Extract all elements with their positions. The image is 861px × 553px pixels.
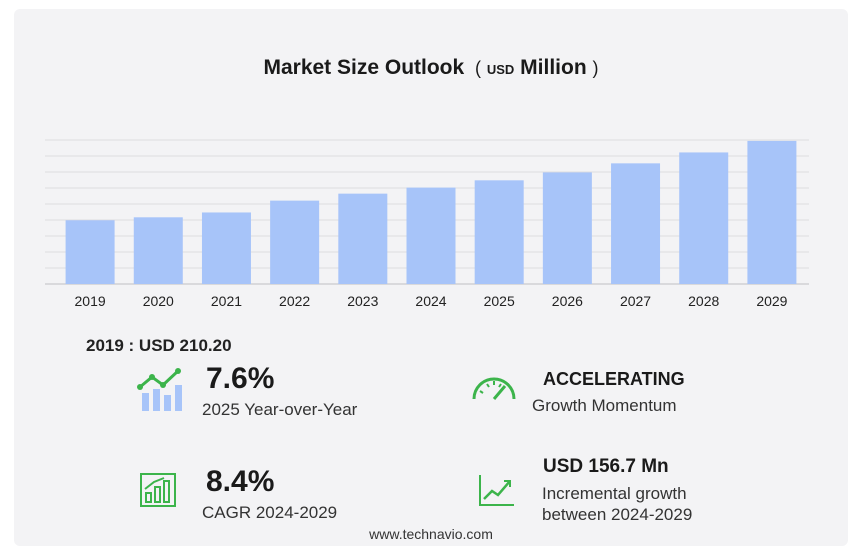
baseline-value: 2019 : USD 210.20: [86, 336, 232, 355]
incremental-label-1: Incremental growth: [542, 484, 687, 503]
bar-2019: [65, 220, 115, 284]
source-footer: www.technavio.com: [369, 526, 493, 542]
bar-2024: [406, 187, 456, 284]
x-tick-label-2024: 2024: [415, 293, 446, 309]
bar-2025: [474, 180, 524, 284]
x-tick-label-2026: 2026: [552, 293, 583, 309]
chart-title-text: Market Size Outlook: [263, 56, 465, 79]
bar-2026: [542, 172, 592, 284]
x-tick-label-2020: 2020: [143, 293, 174, 309]
bar-2028: [679, 152, 729, 284]
bar-2022: [270, 200, 320, 284]
incremental-value: USD 156.7 Mn: [543, 456, 669, 477]
x-tick-label-2029: 2029: [756, 293, 787, 309]
chart-title-unit: Million: [520, 56, 587, 79]
market-outlook-card: Market Size Outlook ( USD Million ) 2019…: [14, 9, 848, 546]
incremental-label-2: between 2024-2029: [542, 505, 693, 524]
yoy-label: 2025 Year-over-Year: [202, 400, 358, 419]
momentum-value: ACCELERATING: [543, 369, 685, 389]
bar-2021: [201, 212, 251, 284]
yoy-value: 7.6%: [206, 362, 275, 395]
chart-title: Market Size Outlook ( USD Million ): [263, 56, 599, 79]
bar-2027: [611, 163, 661, 284]
growth-chart-icon: [137, 368, 182, 411]
x-tick-label-2021: 2021: [211, 293, 242, 309]
x-tick-label-2023: 2023: [347, 293, 378, 309]
x-tick-label-2027: 2027: [620, 293, 651, 309]
bar-2020: [133, 217, 183, 284]
bar-2023: [338, 193, 388, 284]
bar-2029: [747, 140, 797, 284]
speedometer-icon: [472, 377, 516, 400]
chart-title-unit-small: USD: [486, 62, 515, 77]
bar-chart: 2019 2020 2021 2022 2023 2024 2025 2026 2027 2028…: [45, 139, 809, 309]
cagr-value: 8.4%: [206, 465, 275, 498]
momentum-label: Growth Momentum: [532, 396, 677, 415]
x-tick-label-2019: 2019: [75, 293, 106, 309]
x-tick-label-2022: 2022: [279, 293, 310, 309]
x-tick-label-2028: 2028: [688, 293, 719, 309]
trend-line-icon: [479, 475, 514, 506]
bar-chart-icon: [140, 473, 176, 507]
cagr-label: CAGR 2024-2029: [202, 503, 338, 522]
x-tick-label-2025: 2025: [484, 293, 515, 309]
